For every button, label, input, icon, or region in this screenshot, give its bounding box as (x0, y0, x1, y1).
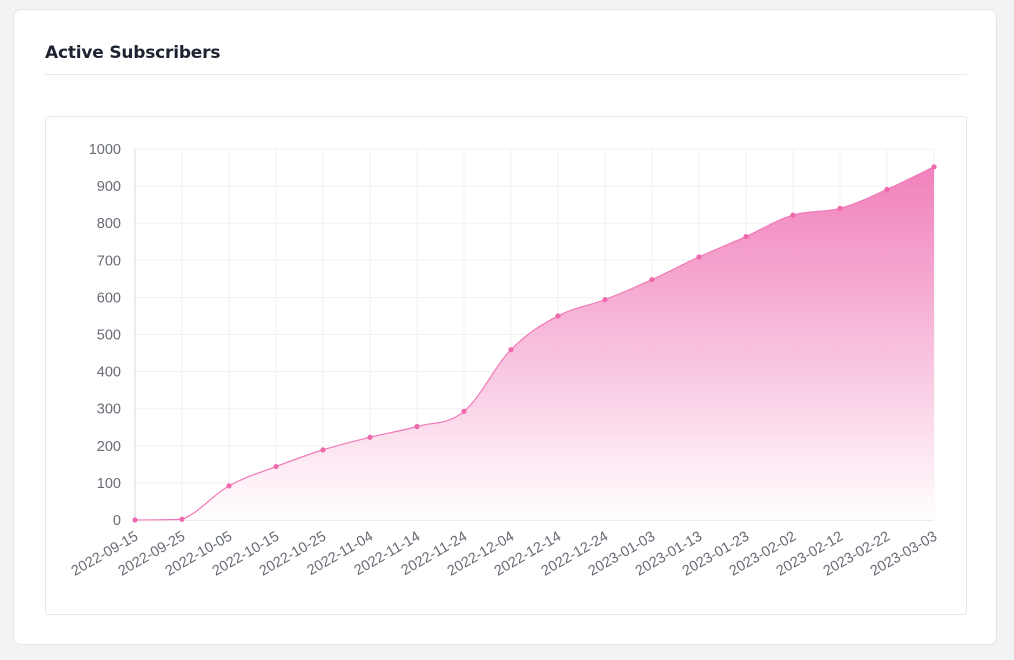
data-point[interactable] (273, 463, 279, 470)
y-tick-label: 600 (97, 290, 121, 306)
data-points (132, 164, 937, 523)
y-tick-label: 800 (97, 216, 121, 232)
x-tick-labels: 2022-09-152022-09-252022-10-052022-10-15… (69, 529, 940, 580)
y-tick-label: 200 (97, 439, 121, 455)
data-point[interactable] (320, 447, 326, 453)
data-point[interactable] (367, 434, 373, 440)
data-point[interactable] (837, 205, 843, 211)
y-tick-label: 900 (97, 179, 121, 195)
data-point[interactable] (555, 313, 561, 319)
y-tick-label: 700 (97, 253, 121, 269)
data-point[interactable] (696, 254, 702, 260)
data-point[interactable] (179, 516, 185, 522)
data-point[interactable] (226, 483, 232, 489)
data-point[interactable] (790, 212, 796, 218)
series-area-fill (135, 166, 934, 521)
y-tick-label: 500 (97, 328, 121, 344)
data-point[interactable] (743, 233, 749, 240)
y-tick-label: 0 (113, 513, 121, 529)
chart-container: 0 100 200 300 400 500 600 700 800 900 1000 2022-09… (45, 116, 967, 615)
active-subscribers-chart: 0 100 200 300 400 500 600 700 800 900 1000 2022-09… (69, 142, 940, 580)
y-tick-labels: 0 100 200 300 400 500 600 700 800 900 1000 (89, 142, 121, 529)
series-line (134, 166, 935, 521)
data-point[interactable] (508, 347, 514, 353)
data-point[interactable] (931, 164, 937, 170)
card-title: Active Subscribers (45, 43, 221, 63)
data-point[interactable] (649, 276, 655, 283)
y-tick-label: 100 (97, 476, 121, 492)
data-point[interactable] (414, 423, 420, 430)
data-point[interactable] (602, 297, 608, 303)
data-point[interactable] (132, 517, 138, 523)
y-tick-label: 400 (97, 365, 121, 381)
y-tick-label: 1000 (89, 142, 121, 158)
title-divider (45, 74, 967, 75)
area-series (134, 166, 935, 521)
active-subscribers-card: Active Subscribers 0 100 200 300 400 500 600 70… (13, 9, 997, 645)
data-point[interactable] (461, 408, 467, 414)
data-point[interactable] (884, 186, 890, 193)
y-tick-label: 300 (97, 402, 121, 418)
